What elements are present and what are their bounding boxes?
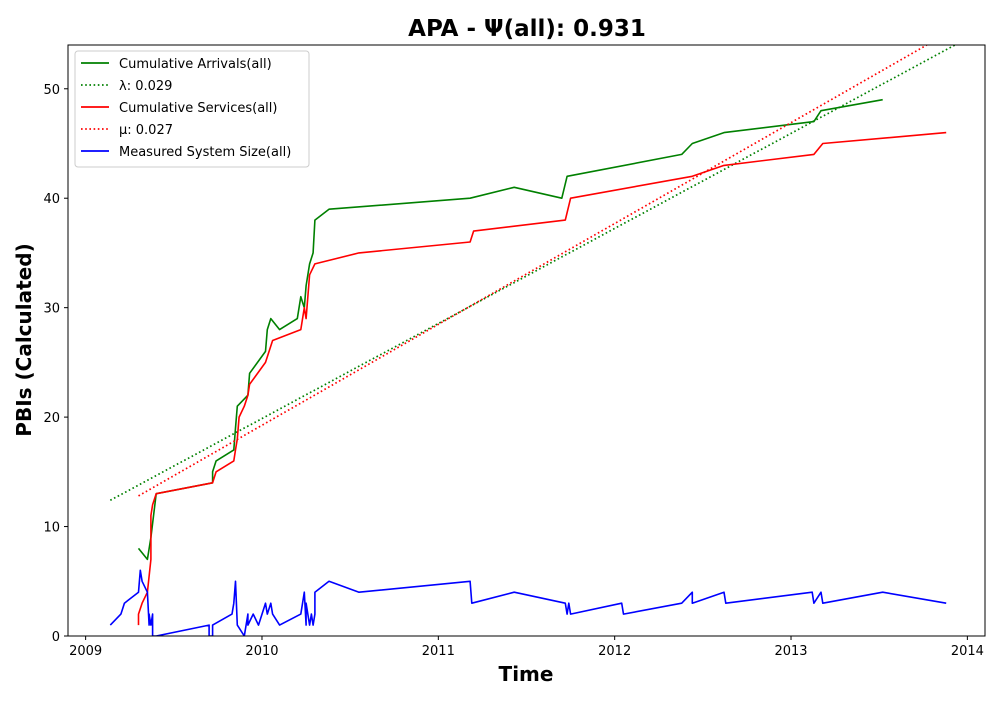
legend-label-3: μ: 0.027 xyxy=(119,123,173,138)
legend-box xyxy=(74,50,310,168)
y-tick-label: 10 xyxy=(43,521,60,536)
legend-label-4: Measured System Size(all) xyxy=(119,145,291,160)
legend-label-1: λ: 0.029 xyxy=(119,79,172,94)
series-layer xyxy=(109,45,956,636)
y-tick-label: 40 xyxy=(43,192,60,207)
x-tick-label: 2013 xyxy=(774,644,807,659)
plot-frame xyxy=(67,44,986,637)
series-line-3 xyxy=(138,45,928,497)
legend-label-2: Cumulative Services(all) xyxy=(119,101,277,116)
y-axis-label: PBIs (Calculated) xyxy=(12,243,36,436)
x-tick-label: 2012 xyxy=(598,644,631,659)
x-tick-label: 2010 xyxy=(245,644,278,659)
x-tick-label: 2011 xyxy=(422,644,455,659)
x-axis-label: Time xyxy=(499,662,554,686)
y-tick-label: 30 xyxy=(43,302,60,317)
y-tick-label: 50 xyxy=(43,83,60,98)
y-tick-label: 20 xyxy=(43,411,60,426)
series-line-4 xyxy=(109,569,947,636)
x-tick-label: 2014 xyxy=(951,644,984,659)
x-tick-label: 2009 xyxy=(69,644,102,659)
legend-label-0: Cumulative Arrivals(all) xyxy=(119,57,272,72)
chart-title: APA - Ψ(all): 0.931 xyxy=(408,16,646,42)
series-line-0 xyxy=(137,98,883,561)
y-tick-label: 0 xyxy=(52,630,60,645)
ticks-layer: 2009 2010 2011 2012 2013 2014 0 10 20 30 40 50 xyxy=(43,83,983,659)
legend: Cumulative Arrivals(all) λ: 0.029 Cumulati… xyxy=(74,50,310,168)
series-line-2 xyxy=(137,131,947,626)
series-line-1 xyxy=(109,45,956,502)
